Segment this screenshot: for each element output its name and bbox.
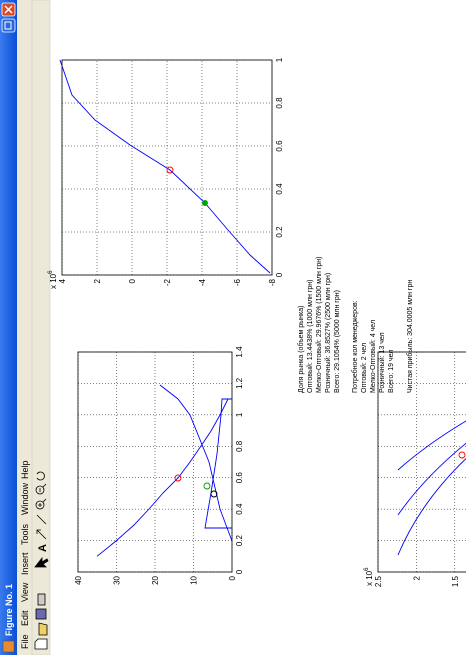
new-icon[interactable] (34, 638, 48, 650)
info-line: Всего: 29.1054% (5000 млн грн) (334, 290, 341, 393)
multiplier-base: x 10 (49, 273, 58, 289)
close-icon (4, 5, 13, 14)
y-tick-label: 4 (58, 278, 67, 283)
marker (203, 482, 211, 490)
y-tick-label: 1.5 (451, 575, 460, 587)
marker (174, 474, 182, 482)
axis-multiplier: x 106 (364, 567, 374, 586)
x-tick-label: 0.8 (235, 440, 244, 452)
y-tick-label: 0 (228, 575, 237, 580)
arrow-icon[interactable] (36, 529, 47, 540)
y-tick-label: 20 (151, 575, 160, 584)
curve (397, 384, 466, 556)
marker (458, 451, 466, 459)
axes: 00.20.40.60.811.21.400.511.522.5x 106 (364, 351, 466, 587)
menu-item[interactable]: Edit (20, 610, 30, 626)
axes-layer: 00.20.40.60.811.21.401020304000.20.40.60… (48, 57, 466, 587)
x-tick-label: 1.2 (235, 377, 244, 389)
maximize-icon (4, 21, 12, 30)
x-tick-label: 0.4 (235, 503, 244, 515)
x-tick-label: 1.4 (235, 346, 244, 358)
menu: File Edit View Insert Tools Window Help (20, 460, 30, 649)
y-tick-label: 0 (128, 278, 137, 283)
info-line: Розничный: 36.8527% (2500 млн грн) (324, 273, 332, 393)
menu-item[interactable]: Tools (20, 523, 30, 545)
info-line: Розничный: 13 чел (378, 332, 386, 393)
toolbar-icons: A (34, 471, 49, 650)
menu-item[interactable]: Help (20, 460, 30, 479)
x-tick-label: 0.6 (235, 472, 244, 484)
menu-item[interactable]: File (20, 634, 30, 649)
x-tick-label: 0.8 (275, 97, 284, 109)
info-line: Оптовый: 2 чел (360, 343, 368, 393)
multiplier-exponent: 6 (364, 567, 370, 571)
info-line: Всего: 19 чел (388, 350, 395, 393)
y-tick-label: 10 (190, 575, 199, 584)
x-tick-label: 1 (275, 57, 284, 62)
info-line: Мелко-Оптовый: 29.9676% (1500 млн грн) (315, 257, 323, 394)
axis-multiplier: x 106 (48, 270, 58, 289)
info-line: Мелко-Оптовый: 4 чел (369, 320, 377, 393)
info-line: Чистая прибыль: 304.0005 млн грн (406, 280, 414, 393)
select-icon[interactable] (34, 556, 49, 568)
curve (59, 59, 271, 274)
menu-bar (17, 0, 32, 655)
menu-item[interactable]: Window (20, 482, 30, 515)
text-icon[interactable]: A (37, 544, 49, 552)
y-tick-label: -4 (198, 278, 207, 286)
y-tick-label: -6 (233, 278, 242, 286)
curve (397, 369, 466, 471)
save-icon[interactable] (35, 608, 47, 620)
zoom-out-icon[interactable] (35, 485, 45, 495)
curve (159, 384, 233, 542)
y-tick-label: -8 (268, 278, 277, 286)
marker (166, 166, 174, 174)
marker (210, 490, 218, 498)
menu-item[interactable]: Insert (20, 552, 30, 575)
curve (397, 374, 466, 516)
x-tick-label: 0.2 (275, 226, 284, 238)
multiplier-base: x 10 (365, 570, 374, 586)
y-tick-label: 2.5 (374, 575, 383, 587)
x-tick-label: 0.2 (235, 534, 244, 546)
y-tick-label: 30 (113, 575, 122, 584)
info-text: Доля рынка (объем рынка) Оптовый: 13.443… (297, 257, 414, 394)
curves (59, 59, 466, 557)
open-icon[interactable] (38, 622, 48, 636)
multiplier-exponent: 6 (48, 270, 54, 274)
marker (202, 200, 208, 206)
curve (204, 398, 232, 529)
rotate-icon[interactable] (36, 471, 45, 481)
x-tick-label: 0.4 (275, 183, 284, 195)
y-tick-label: -2 (163, 278, 172, 286)
axes-box (61, 59, 273, 276)
maximize-button[interactable] (1, 18, 16, 33)
x-tick-label: 0.6 (275, 140, 284, 152)
axes: 0 0.2 0.4 0.6 0.8 1 1.2 1.4 0 10 20 30 40 (74, 346, 244, 585)
x-tick-label: 1 (235, 412, 244, 417)
y-tick-label: 2 (412, 575, 421, 580)
info-line: Потребное кол менеджеров: (351, 300, 359, 393)
info-line: Оптовый: 13.4438% (1000 млн грн) (306, 280, 314, 393)
menu-item[interactable]: View (20, 582, 30, 602)
app-icon (2, 640, 15, 653)
y-tick-label: 2 (93, 278, 102, 283)
print-icon[interactable] (37, 593, 46, 606)
title-bar (0, 0, 17, 655)
axes: 0 0.2 0.4 0.6 0.8 1 -8 -6 -4 -2 0 2 4x 106 (48, 57, 284, 289)
info-line: Доля рынка (объем рынка) (297, 306, 305, 393)
x-tick-label: 0 (235, 569, 244, 574)
x-tick-label: 0 (275, 272, 284, 277)
zoom-in-icon[interactable] (35, 500, 45, 510)
toolbar (31, 0, 51, 655)
window-title: Figure No. 1 (4, 584, 14, 636)
axes-box (377, 351, 466, 573)
y-tick-label: 40 (74, 575, 83, 584)
line-icon[interactable] (36, 514, 47, 525)
